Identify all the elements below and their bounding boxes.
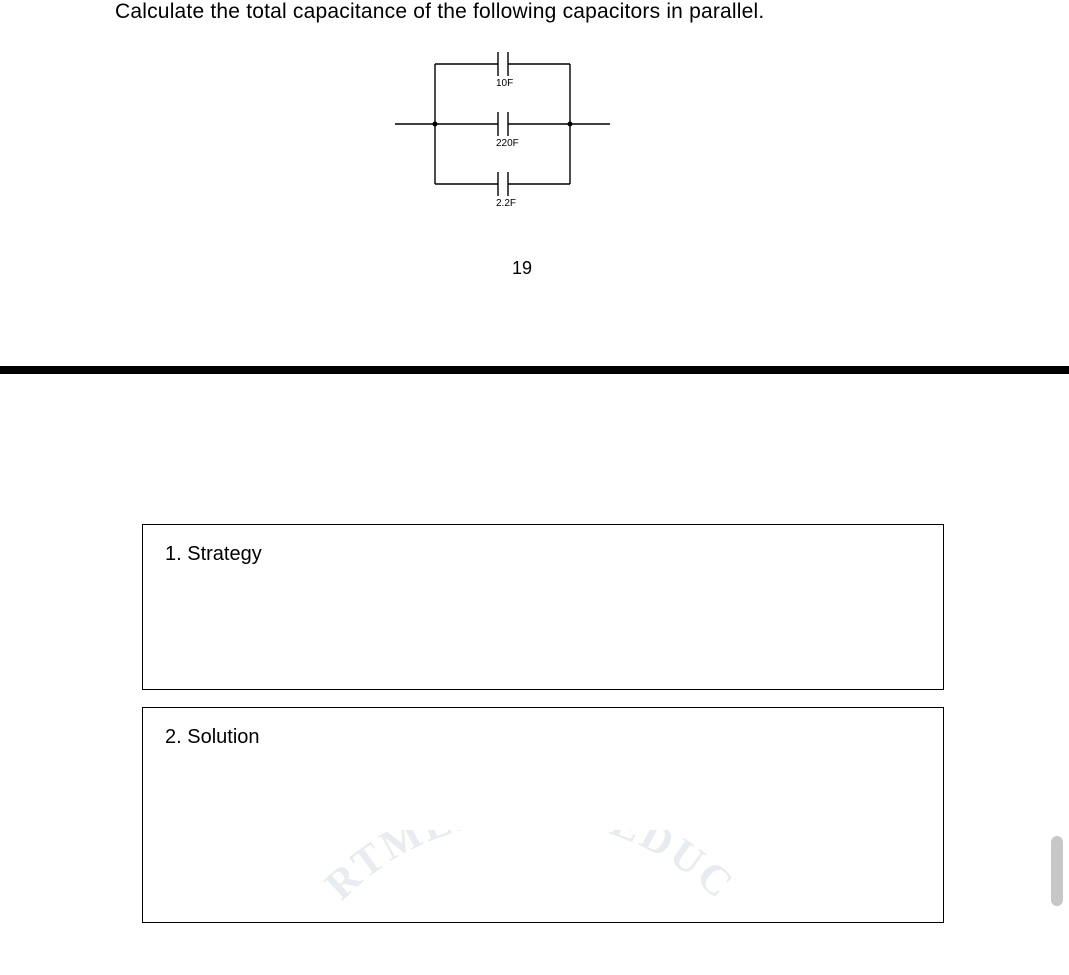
page-number: 19 bbox=[512, 258, 532, 279]
circuit-svg: 10F 220F 2.2F bbox=[395, 40, 625, 210]
solution-box: 2. Solution bbox=[142, 707, 944, 923]
page-divider bbox=[0, 366, 1069, 374]
solution-label: 2. Solution bbox=[143, 708, 943, 749]
strategy-box: 1. Strategy bbox=[142, 524, 944, 690]
svg-text:220F: 220F bbox=[496, 138, 519, 149]
svg-text:10F: 10F bbox=[496, 78, 513, 89]
question-prompt: Calculate the total capacitance of the f… bbox=[115, 0, 764, 24]
svg-text:2.2F: 2.2F bbox=[496, 198, 516, 209]
scrollbar-thumb[interactable] bbox=[1051, 836, 1063, 906]
circuit-diagram: 10F 220F 2.2F bbox=[395, 40, 625, 210]
strategy-label: 1. Strategy bbox=[143, 525, 943, 566]
